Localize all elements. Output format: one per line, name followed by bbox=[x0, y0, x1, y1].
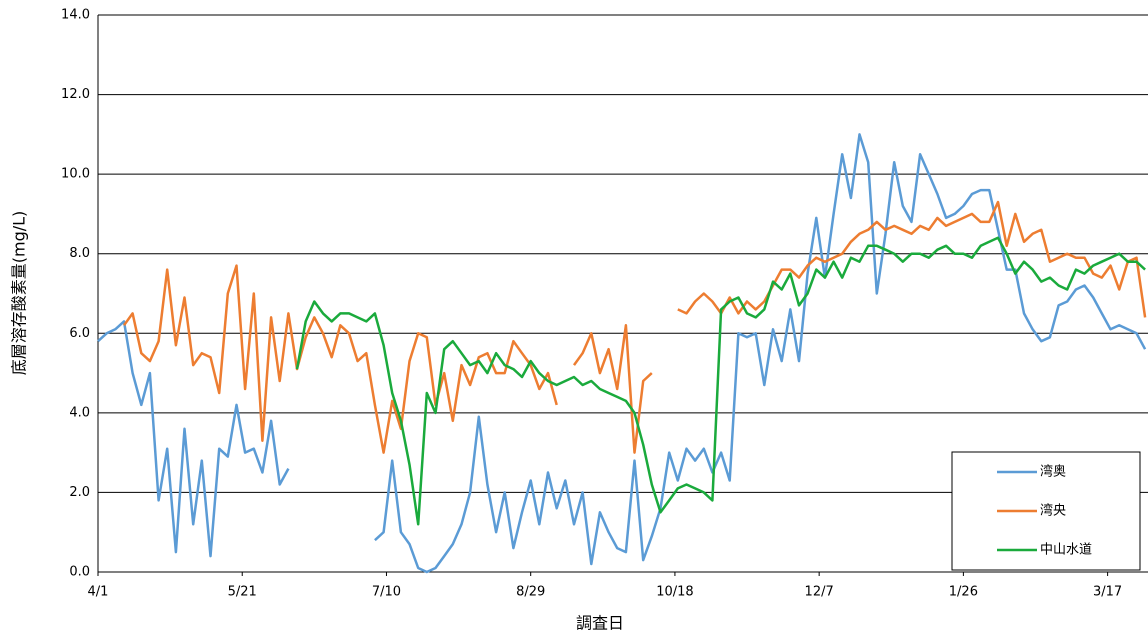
legend-label: 湾央 bbox=[1040, 503, 1066, 519]
series-line bbox=[295, 236, 1146, 526]
y-tick-label: 12.0 bbox=[61, 87, 90, 102]
legend-label: 中山水道 bbox=[1040, 543, 1092, 558]
y-tick-label: 0.0 bbox=[69, 565, 90, 580]
x-tick-label: 12/7 bbox=[805, 585, 834, 600]
x-tick-label: 4/1 bbox=[88, 585, 109, 600]
legend-box bbox=[951, 451, 1141, 571]
x-tick-label: 3/17 bbox=[1093, 585, 1122, 600]
legend-label: 湾奥 bbox=[1040, 464, 1066, 480]
y-tick-label: 6.0 bbox=[69, 326, 90, 341]
y-tick-label: 8.0 bbox=[69, 246, 90, 261]
y-tick-label: 14.0 bbox=[61, 8, 90, 23]
series-line bbox=[97, 133, 1147, 574]
x-axis-title: 調査日 bbox=[576, 614, 624, 633]
y-tick-label: 4.0 bbox=[69, 405, 90, 420]
x-tick-label: 7/10 bbox=[372, 585, 401, 600]
y-tick-label: 2.0 bbox=[69, 485, 90, 500]
x-tick-label: 1/26 bbox=[949, 585, 978, 600]
x-tick-label: 10/18 bbox=[656, 585, 693, 600]
x-tick-label: 5/21 bbox=[228, 585, 257, 600]
x-tick-label: 8/29 bbox=[516, 585, 545, 600]
y-axis-title: 底層溶存酸素量(mg/L) bbox=[10, 211, 29, 376]
y-tick-label: 10.0 bbox=[61, 167, 90, 182]
series-line bbox=[122, 200, 1147, 454]
